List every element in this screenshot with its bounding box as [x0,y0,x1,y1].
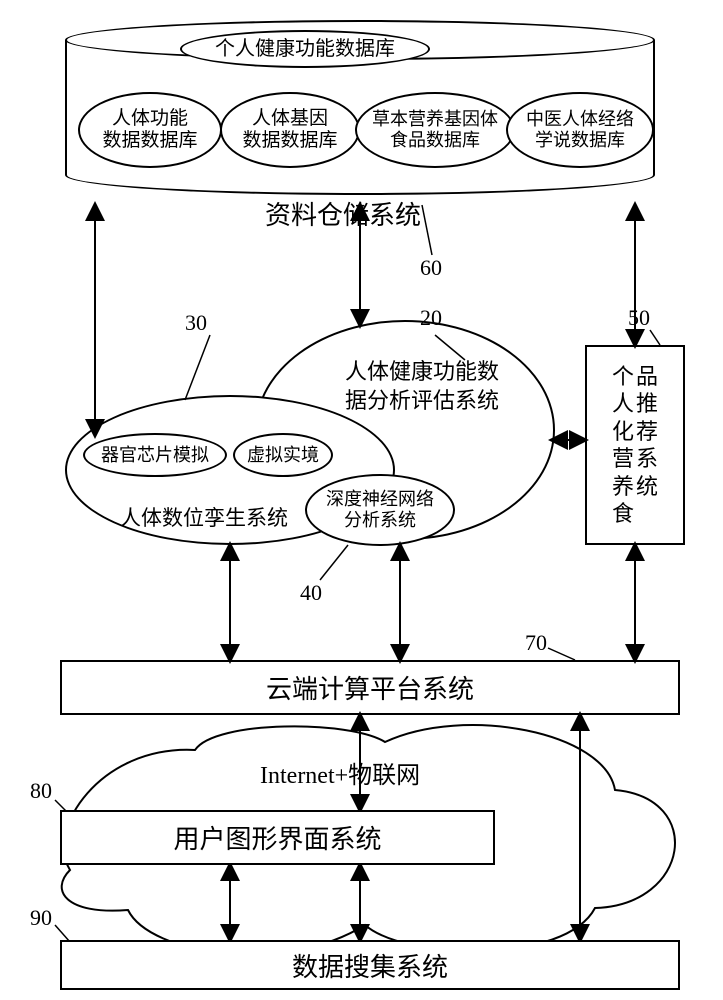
data-collection-label: 数据搜集系统 [292,947,448,984]
ui-system: 用户图形界面系统 [60,810,495,865]
ui-system-label: 用户图形界面系统 [173,819,381,856]
db-tcm-label: 中医人体经络 学说数据库 [526,109,634,150]
ref-30: 30 [185,310,207,336]
ref-20: 20 [420,305,442,331]
analysis-system-label: 人体健康功能数 据分析评估系统 [345,358,499,415]
virtual-reality: 虚拟实境 [233,433,333,477]
db-herbal-label: 草本营养基因体 食品数据库 [372,109,498,150]
dnn-analysis: 深度神经网络 分析系统 [305,474,455,546]
data-collection: 数据搜集系统 [60,940,680,990]
organ-chip-sim: 器官芯片模拟 [83,433,227,477]
ref-70: 70 [525,630,547,656]
virtual-reality-label: 虚拟实境 [247,445,319,466]
recommend-system: 个人化营养食 品推荐系统 [585,345,685,545]
internet-label: Internet+物联网 [260,755,420,790]
db-body-gene-label: 人体基因 数据数据库 [242,108,337,152]
organ-chip-sim-label: 器官芯片模拟 [101,445,209,466]
db-body-function-label: 人体功能 数据数据库 [102,108,197,152]
recommend-system-label: 个人化营养食 品推荐系统 [612,363,658,528]
ref-40: 40 [300,580,322,606]
ref-50: 50 [628,305,650,331]
db-tcm: 中医人体经络 学说数据库 [506,92,654,168]
cloud-platform: 云端计算平台系统 [60,660,680,715]
digital-twin-label: 人体数位孪生系统 [120,502,288,532]
db-body-function: 人体功能 数据数据库 [78,92,222,168]
dnn-analysis-label: 深度神经网络 分析系统 [326,489,434,530]
ref-90: 90 [30,905,52,931]
ref-80: 80 [30,778,52,804]
cloud-platform-label: 云端计算平台系统 [266,669,474,706]
db-body-gene: 人体基因 数据数据库 [220,92,360,168]
cylinder-label: 资料仓储系统 [265,195,421,232]
ref-60: 60 [420,255,442,281]
db-personal-health-label: 个人健康功能数据库 [215,38,395,61]
db-personal-health: 个人健康功能数据库 [180,30,430,68]
db-herbal: 草本营养基因体 食品数据库 [355,92,515,168]
